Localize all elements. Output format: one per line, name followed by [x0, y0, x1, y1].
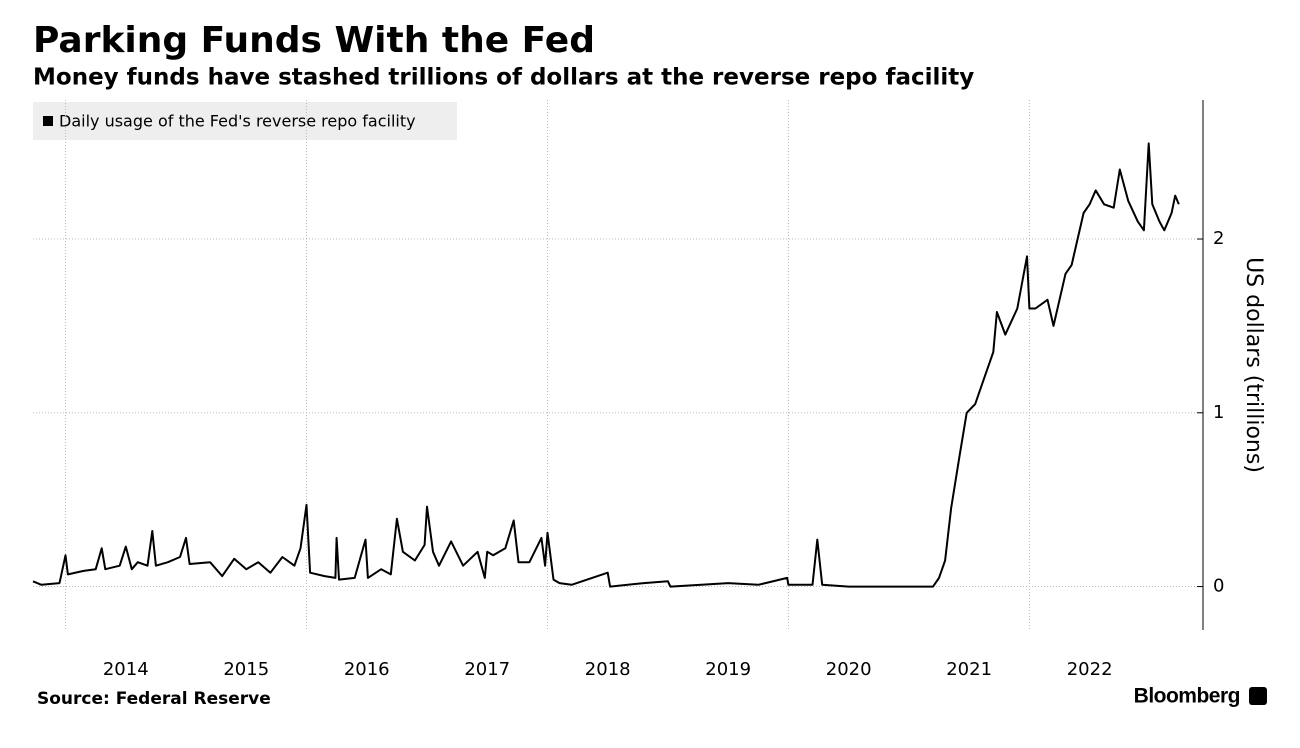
brand-icon — [1249, 687, 1267, 705]
chart-title: Parking Funds With the Fed — [33, 20, 595, 61]
x-tick-label: 2022 — [1067, 659, 1113, 680]
x-tick-label: 2016 — [344, 659, 390, 680]
legend-box — [33, 102, 457, 140]
y-axis-label: US dollars (trillions) — [1241, 257, 1266, 473]
y-tick-label: 0 — [1213, 576, 1224, 597]
data-line — [32, 142, 1180, 588]
y-tick-label: 2 — [1213, 228, 1224, 249]
x-tick-label: 2015 — [223, 659, 269, 680]
y-tick-label: 1 — [1213, 402, 1224, 423]
x-tick-label: 2017 — [464, 659, 510, 680]
legend-swatch — [43, 116, 53, 126]
x-tick-label: 2020 — [826, 659, 872, 680]
x-tick-label: 2014 — [103, 659, 149, 680]
x-tick-label: 2019 — [705, 659, 751, 680]
brand: Bloomberg — [1134, 685, 1240, 708]
x-tick-label: 2018 — [585, 659, 631, 680]
legend-label: Daily usage of the Fed's reverse repo fa… — [59, 112, 416, 131]
x-tick-label: 2021 — [946, 659, 992, 680]
source: Source: Federal Reserve — [37, 689, 271, 709]
chart-subtitle: Money funds have stashed trillions of do… — [33, 65, 974, 91]
